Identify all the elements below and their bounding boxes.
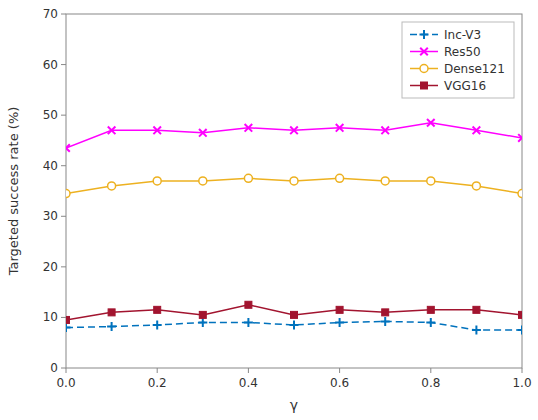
point-marker <box>381 177 389 185</box>
y-tick <box>61 165 66 166</box>
point-marker <box>473 306 480 313</box>
y-tick <box>61 64 66 65</box>
series-line <box>66 123 522 148</box>
point-marker <box>198 318 207 327</box>
point-marker <box>66 323 71 332</box>
series <box>66 119 522 152</box>
legend-box <box>402 22 514 98</box>
point-marker <box>66 316 70 323</box>
x-tick <box>157 368 158 373</box>
point-marker <box>290 127 298 135</box>
x-tick-label: 0.2 <box>148 376 167 390</box>
legend-symbol <box>420 30 429 39</box>
point-marker <box>473 127 481 135</box>
plot-frame <box>66 14 522 368</box>
point-marker <box>245 124 253 132</box>
point-marker <box>154 306 161 313</box>
legend-label: Dense121 <box>444 62 505 76</box>
x-tick-label: 0.8 <box>421 376 440 390</box>
point-marker <box>290 177 298 185</box>
point-marker <box>518 190 522 198</box>
y-tick <box>61 368 66 369</box>
legend-symbol <box>420 48 428 56</box>
y-tick-label: 70 <box>43 7 58 21</box>
legend-symbol <box>421 82 428 89</box>
point-marker <box>108 127 116 135</box>
y-tick <box>61 14 66 15</box>
y-tick-label: 40 <box>43 159 58 173</box>
point-marker <box>381 317 390 326</box>
y-tick-label: 60 <box>43 58 58 72</box>
y-axis: 0 10 20 30 40 50 60 70 <box>43 7 66 375</box>
y-axis-label: Targeted success rate (%) <box>6 107 21 277</box>
x-tick <box>248 368 249 373</box>
x-tick <box>522 368 523 373</box>
legend-label: VGG16 <box>444 79 486 93</box>
series <box>66 174 522 197</box>
point-marker <box>153 321 162 330</box>
x-tick <box>430 368 431 373</box>
point-marker <box>290 321 299 330</box>
point-marker <box>244 174 252 182</box>
point-marker <box>335 318 344 327</box>
point-marker <box>381 127 389 135</box>
legend-label: Inc-V3 <box>444 28 481 42</box>
legend-label: Res50 <box>444 45 481 59</box>
point-marker <box>199 311 206 318</box>
point-marker <box>336 306 343 313</box>
point-marker <box>426 318 435 327</box>
x-axis: 0.0 0.2 0.4 0.6 0.8 1.0 <box>56 368 531 390</box>
point-marker <box>427 177 435 185</box>
x-tick <box>339 368 340 373</box>
plot-area <box>66 119 522 335</box>
x-axis-label: γ <box>290 397 298 413</box>
series-line <box>66 321 522 330</box>
point-marker <box>427 306 434 313</box>
legend-symbol <box>420 65 428 73</box>
y-tick-label: 30 <box>43 209 58 223</box>
point-marker <box>66 190 70 198</box>
x-tick <box>66 368 67 373</box>
point-marker <box>336 174 344 182</box>
y-tick <box>61 317 66 318</box>
point-marker <box>291 311 298 318</box>
y-tick-label: 50 <box>43 108 58 122</box>
y-tick-label: 0 <box>50 361 58 375</box>
point-marker <box>519 311 523 318</box>
x-tick-label: 0.0 <box>56 376 75 390</box>
point-marker <box>153 127 161 135</box>
series <box>66 301 522 323</box>
point-marker <box>518 134 522 142</box>
point-marker <box>199 177 207 185</box>
point-marker <box>472 326 481 335</box>
y-tick <box>61 266 66 267</box>
point-marker <box>66 144 70 152</box>
point-marker <box>107 322 116 331</box>
point-marker <box>153 177 161 185</box>
point-marker <box>336 124 344 132</box>
point-marker <box>108 309 115 316</box>
point-marker <box>244 318 253 327</box>
point-marker <box>199 129 207 137</box>
y-tick <box>61 115 66 116</box>
x-tick-label: 0.4 <box>239 376 258 390</box>
y-tick-label: 10 <box>43 310 58 324</box>
y-tick <box>61 216 66 217</box>
x-tick-label: 0.6 <box>330 376 349 390</box>
series-line <box>66 305 522 320</box>
chart: 0 10 20 30 40 50 60 70 0.0 0.2 0.4 0.6 0.8 1.0 γ Target… <box>0 0 538 420</box>
point-marker <box>472 182 480 190</box>
point-marker <box>108 182 116 190</box>
point-marker <box>245 301 252 308</box>
series <box>66 317 522 335</box>
legend: Inc-V3 Res50 Dense121 VGG16 <box>402 22 514 98</box>
y-tick-label: 20 <box>43 260 58 274</box>
x-tick-label: 1.0 <box>512 376 531 390</box>
point-marker <box>518 326 523 335</box>
point-marker <box>382 309 389 316</box>
point-marker <box>427 119 435 127</box>
